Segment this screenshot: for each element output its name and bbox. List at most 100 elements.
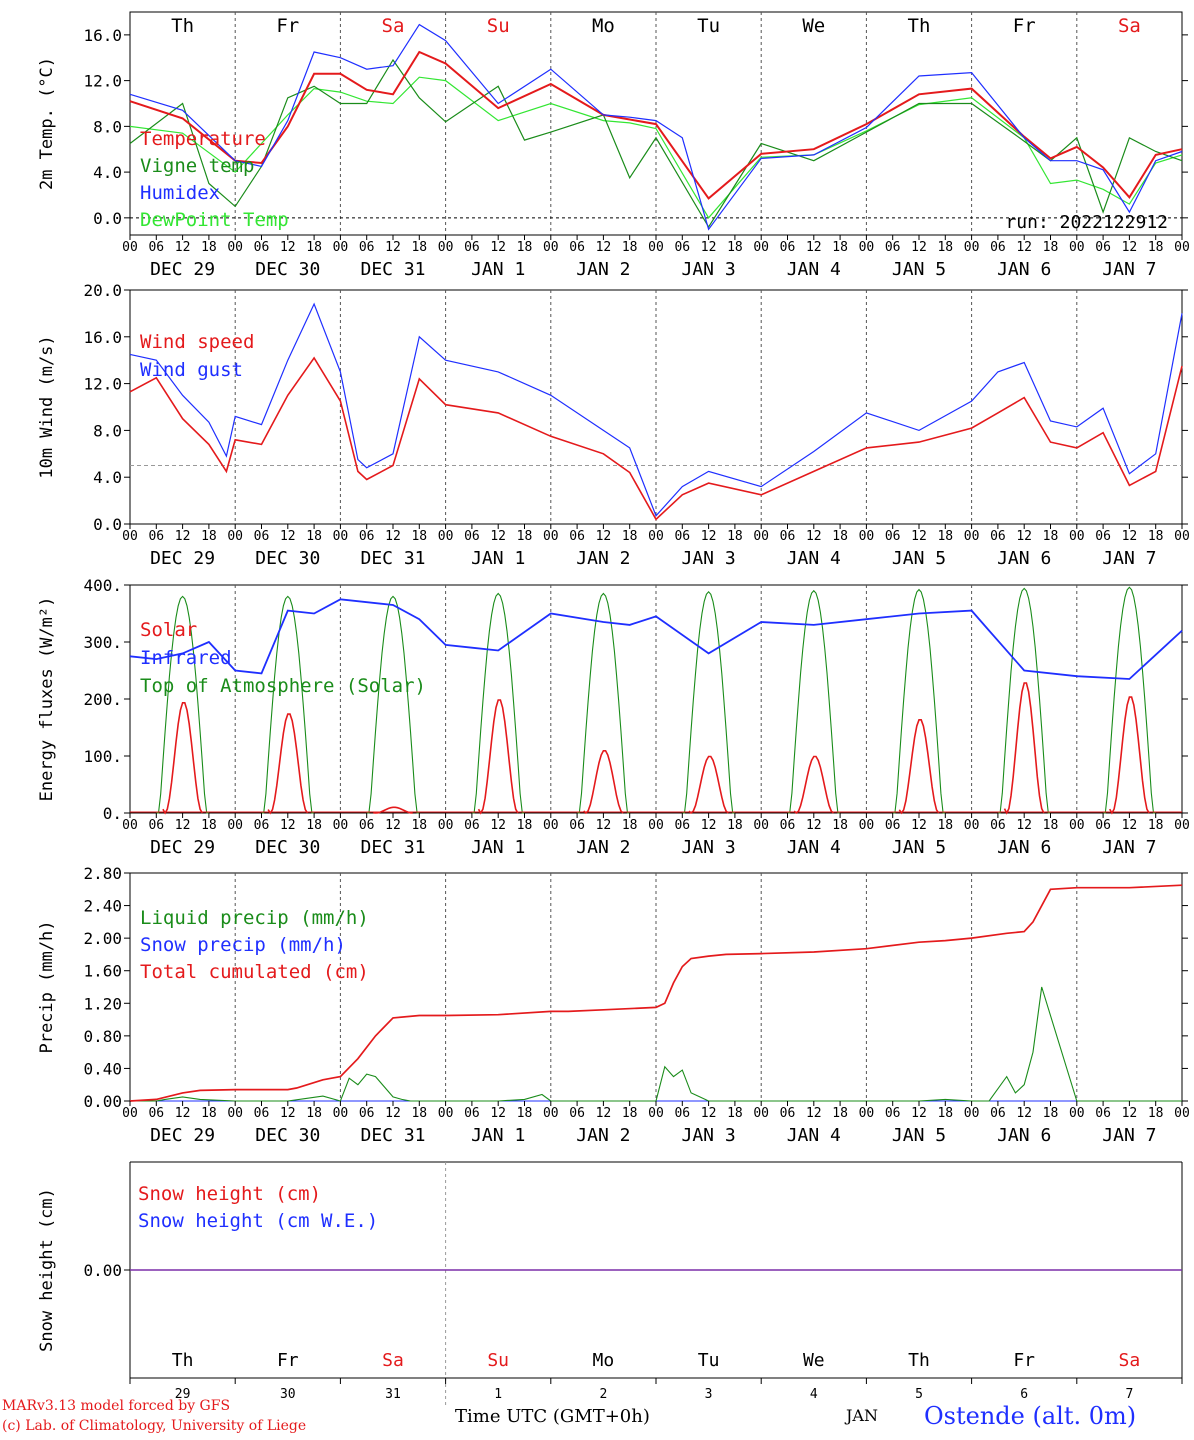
footer-lab-credit: (c) Lab. of Climatology, University of L… xyxy=(2,1418,307,1434)
solar-curve xyxy=(162,701,203,815)
y-tick-label: 8.0 xyxy=(93,117,122,136)
hour-tick-label: 12 xyxy=(911,529,927,544)
toa-solar-curve xyxy=(1103,586,1156,814)
solar-curve xyxy=(1109,696,1150,815)
hour-tick-label: 06 xyxy=(464,818,480,833)
hour-tick-label: 18 xyxy=(622,818,638,833)
hour-tick-label: 00 xyxy=(438,240,454,255)
hour-tick-label: 18 xyxy=(1148,1106,1164,1121)
y-tick-label: 100. xyxy=(83,747,122,766)
hour-tick-label: 12 xyxy=(1122,240,1138,255)
hour-tick-label: 00 xyxy=(438,818,454,833)
hour-tick-label: 18 xyxy=(937,818,953,833)
toa-solar-curve xyxy=(156,595,209,814)
y-tick-label: 0.00 xyxy=(83,1092,122,1111)
hour-tick-label: 06 xyxy=(1095,529,1111,544)
date-label: DEC 30 xyxy=(255,259,320,280)
date-label: JAN 3 xyxy=(682,548,736,569)
y-tick-label: 2.80 xyxy=(83,864,122,883)
hour-tick-label: 06 xyxy=(674,1106,690,1121)
legend-entry: Solar xyxy=(140,619,197,641)
hour-tick-label: 00 xyxy=(543,240,559,255)
day-number-label: 1 xyxy=(494,1387,502,1402)
hour-tick-label: 18 xyxy=(727,1106,743,1121)
weekday-label: Th xyxy=(172,1350,194,1371)
hour-tick-label: 12 xyxy=(701,818,717,833)
legend-entry: Wind speed xyxy=(140,331,254,353)
hour-tick-label: 12 xyxy=(806,1106,822,1121)
hour-tick-label: 18 xyxy=(517,240,533,255)
solar-curve xyxy=(898,718,940,815)
hour-tick-label: 06 xyxy=(990,240,1006,255)
footer-station-name: Ostende (alt. 0m) xyxy=(924,1402,1137,1430)
hour-tick-label: 00 xyxy=(964,818,980,833)
hour-tick-label: 12 xyxy=(385,818,401,833)
y-tick-label: 2.00 xyxy=(83,929,122,948)
date-label: JAN 3 xyxy=(682,259,736,280)
y-tick-label: 1.20 xyxy=(83,994,122,1013)
hour-tick-label: 12 xyxy=(911,1106,927,1121)
legend-entry: Infrared xyxy=(140,647,232,669)
weekday-label: Fr xyxy=(277,1350,299,1371)
date-label: JAN 7 xyxy=(1102,259,1156,280)
hour-tick-label: 06 xyxy=(569,1106,585,1121)
weekday-label: We xyxy=(802,15,825,37)
weekday-label: Tu xyxy=(698,1350,720,1371)
y-axis-title: Energy fluxes (W/m²) xyxy=(37,597,57,802)
weekday-label: Th xyxy=(908,15,931,37)
hour-tick-label: 12 xyxy=(911,240,927,255)
hour-tick-label: 18 xyxy=(306,240,322,255)
date-label: JAN 5 xyxy=(892,1125,946,1146)
y-tick-label: 400. xyxy=(83,576,122,595)
wind-speed-line xyxy=(129,356,1183,521)
weekday-label: Fr xyxy=(1013,1350,1035,1371)
hour-tick-label: 18 xyxy=(1148,240,1164,255)
y-tick-label: 200. xyxy=(83,690,122,709)
hour-tick-label: 00 xyxy=(1174,529,1190,544)
hour-tick-label: 00 xyxy=(227,240,243,255)
date-label: JAN 3 xyxy=(682,837,736,858)
hour-tick-label: 12 xyxy=(385,1106,401,1121)
date-label: JAN 4 xyxy=(787,259,841,280)
hour-tick-label: 00 xyxy=(227,818,243,833)
hour-tick-label: 12 xyxy=(701,529,717,544)
weekday-label: Su xyxy=(487,15,510,37)
date-label: DEC 29 xyxy=(150,1125,215,1146)
date-label: JAN 1 xyxy=(471,259,525,280)
hour-tick-label: 12 xyxy=(1016,529,1032,544)
hour-tick-label: 06 xyxy=(885,529,901,544)
hour-tick-label: 00 xyxy=(438,1106,454,1121)
hour-tick-label: 00 xyxy=(1069,529,1085,544)
weekday-label: Fr xyxy=(1013,15,1036,37)
day-number-label: 29 xyxy=(175,1387,191,1402)
weekday-label: Mo xyxy=(593,1350,615,1371)
toa-solar-curve xyxy=(577,592,630,814)
footer-model-credit: MARv3.13 model forced by GFS xyxy=(2,1398,231,1414)
hour-tick-label: 06 xyxy=(148,818,164,833)
hour-tick-label: 00 xyxy=(859,240,875,255)
legend-entry: Temperature xyxy=(140,128,266,150)
date-label: DEC 31 xyxy=(360,259,425,280)
date-label: DEC 29 xyxy=(150,548,215,569)
hour-tick-label: 06 xyxy=(254,818,270,833)
date-label: JAN 4 xyxy=(787,548,841,569)
y-tick-label: 2.40 xyxy=(83,897,122,916)
date-label: JAN 5 xyxy=(892,259,946,280)
hour-tick-label: 00 xyxy=(964,1106,980,1121)
hour-tick-label: 12 xyxy=(280,240,296,255)
hour-tick-label: 18 xyxy=(832,529,848,544)
hour-tick-label: 00 xyxy=(753,529,769,544)
y-tick-label: 4.0 xyxy=(93,468,122,487)
date-label: JAN 1 xyxy=(471,837,525,858)
date-label: JAN 1 xyxy=(471,1125,525,1146)
hour-tick-label: 18 xyxy=(411,1106,427,1121)
hour-tick-label: 18 xyxy=(727,240,743,255)
hour-tick-label: 18 xyxy=(1043,1106,1059,1121)
date-label: JAN 7 xyxy=(1102,548,1156,569)
solar-curve xyxy=(793,755,835,815)
hour-tick-label: 06 xyxy=(359,240,375,255)
hour-tick-label: 12 xyxy=(1016,818,1032,833)
hour-tick-label: 00 xyxy=(122,240,138,255)
date-label: DEC 31 xyxy=(360,1125,425,1146)
hour-tick-label: 00 xyxy=(1174,818,1190,833)
